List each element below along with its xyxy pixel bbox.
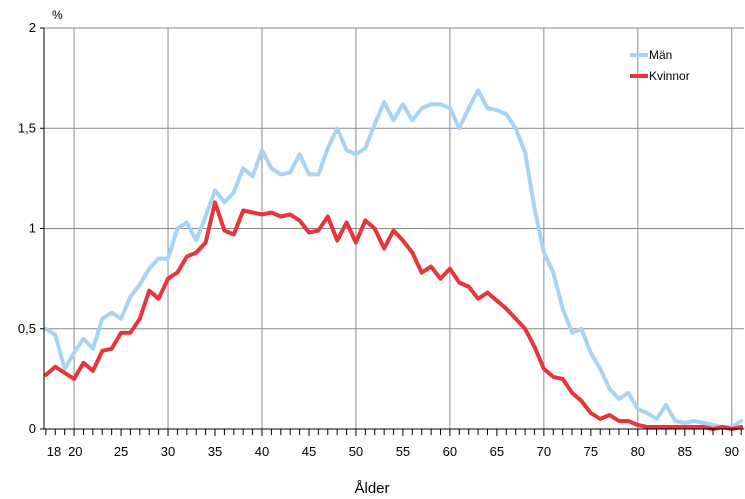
legend-label-0: Män bbox=[649, 48, 672, 62]
x-tick-label: 60 bbox=[443, 444, 457, 459]
legend: Män Kvinnor bbox=[630, 48, 690, 83]
legend-label-1: Kvinnor bbox=[649, 69, 690, 83]
series-lines bbox=[43, 88, 744, 431]
y-tick-label: 0 bbox=[29, 421, 36, 436]
y-axis-unit-label: % bbox=[52, 8, 63, 22]
x-tick-labels: 18 20 25 30 35 40 45 50 55 60 65 70 75 80 85 90 bbox=[47, 444, 739, 459]
y-tick-label: 2 bbox=[29, 20, 36, 35]
x-tick-label: 35 bbox=[208, 444, 222, 459]
x-tick-label: 85 bbox=[678, 444, 692, 459]
y-tick-label: 1 bbox=[29, 221, 36, 236]
series-line-0 bbox=[43, 88, 744, 429]
x-tick-label: 45 bbox=[302, 444, 316, 459]
x-tick-label: 70 bbox=[537, 444, 551, 459]
x-tick-label: 90 bbox=[725, 444, 739, 459]
gridlines bbox=[44, 27, 744, 430]
x-tick-label: 80 bbox=[631, 444, 645, 459]
x-tick-label: 30 bbox=[161, 444, 175, 459]
axes bbox=[40, 27, 744, 436]
x-tick-label: 20 bbox=[68, 444, 82, 459]
x-tick-label: 25 bbox=[114, 444, 128, 459]
y-tick-label: 1,5 bbox=[18, 120, 36, 135]
y-tick-labels: 0 0,5 1 1,5 2 bbox=[18, 20, 36, 436]
y-tick-label: 0,5 bbox=[18, 321, 36, 336]
x-tick-label: 55 bbox=[396, 444, 410, 459]
x-tick-label: 18 bbox=[47, 444, 61, 459]
x-axis-label: Ålder bbox=[354, 480, 389, 497]
x-tick-label: 50 bbox=[349, 444, 363, 459]
x-tick-label: 65 bbox=[490, 444, 504, 459]
x-tick-label: 40 bbox=[255, 444, 269, 459]
series-line-1 bbox=[43, 200, 744, 431]
x-tick-label: 75 bbox=[584, 444, 598, 459]
